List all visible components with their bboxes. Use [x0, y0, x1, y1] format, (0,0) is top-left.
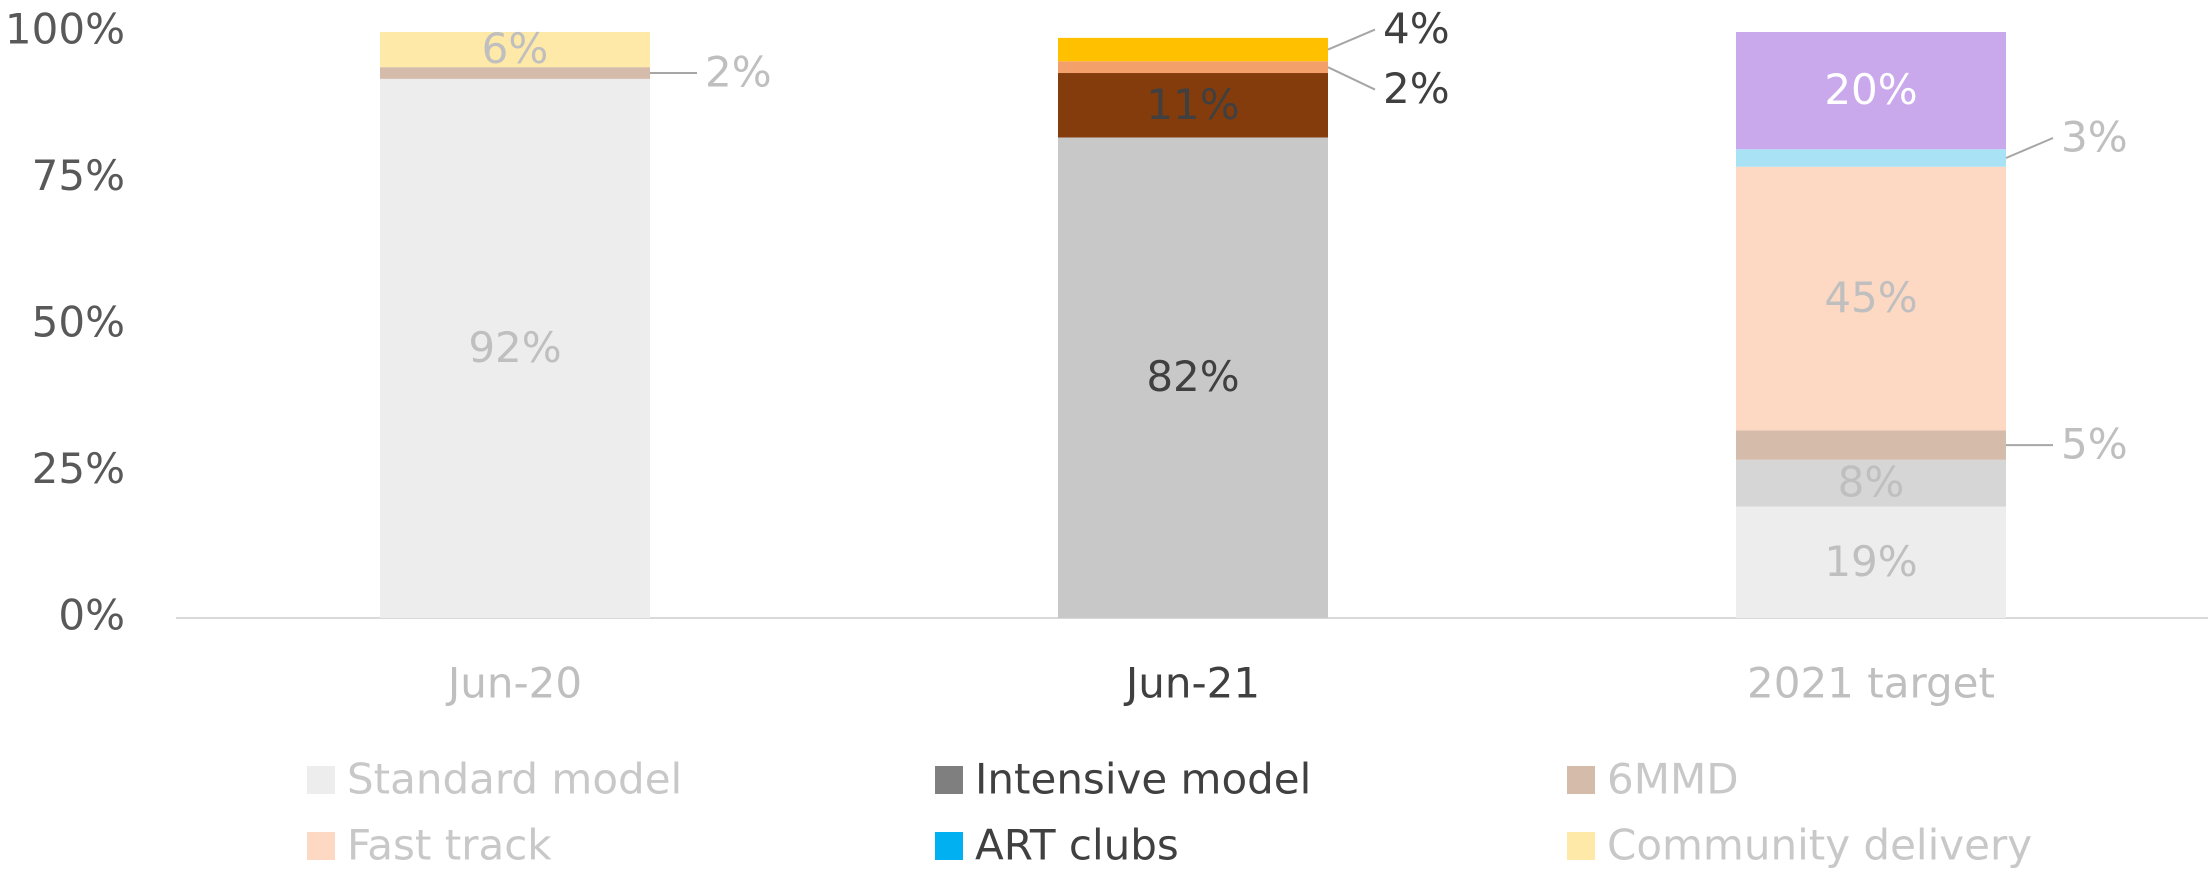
y-tick-label: 50%: [32, 298, 125, 347]
legend-swatch: [935, 766, 963, 794]
value-label: 82%: [1146, 352, 1239, 401]
value-label: 2%: [705, 48, 772, 97]
bar-segment: [380, 32, 650, 68]
bar-segment: [1058, 137, 1328, 619]
legend-swatch: [1567, 832, 1595, 860]
leader-line: [2005, 137, 2054, 159]
value-label: 20%: [1824, 65, 1917, 114]
bar-segment: [1058, 73, 1328, 138]
legend-swatch: [1567, 766, 1595, 794]
legend-swatch: [935, 832, 963, 860]
value-label: 45%: [1824, 273, 1917, 322]
legend-label: Community delivery: [1607, 821, 2032, 870]
legend-label: 6MMD: [1607, 755, 1739, 804]
legend-label: Standard model: [347, 755, 682, 804]
value-label: 5%: [2061, 420, 2128, 469]
leader-line: [1327, 28, 1376, 51]
value-label: 6%: [482, 24, 549, 73]
bar-segment: [1736, 149, 2006, 167]
bar-segment: [1058, 37, 1328, 62]
bar-segment: [1736, 459, 2006, 507]
bar-segment: [1736, 32, 2006, 150]
bar-segment: [1058, 61, 1328, 74]
value-label: 92%: [468, 323, 561, 372]
legend-swatch: [307, 766, 335, 794]
value-label: 3%: [2061, 112, 2128, 161]
value-label: 4%: [1383, 4, 1450, 53]
value-label: 19%: [1824, 537, 1917, 586]
value-label: 2%: [1383, 64, 1450, 113]
x-tick-label: Jun-20: [445, 659, 582, 708]
legend-label: Fast track: [347, 821, 552, 870]
bar-segment: [1736, 506, 2006, 618]
value-label: 11%: [1146, 80, 1239, 129]
bar-segment: [380, 67, 650, 79]
bar-segment: [380, 78, 650, 618]
legend-label: Intensive model: [975, 755, 1311, 804]
y-tick-label: 100%: [5, 5, 125, 54]
value-label: 8%: [1838, 458, 1905, 507]
bar-segment: [1736, 166, 2006, 431]
y-tick-label: 75%: [32, 151, 125, 200]
legend-swatch: [307, 832, 335, 860]
bar-segment: [1736, 430, 2006, 460]
leader-line: [1327, 66, 1376, 91]
y-tick-label: 0%: [58, 591, 125, 640]
x-tick-label: Jun-21: [1123, 659, 1260, 708]
legend-label: ART clubs: [975, 821, 1179, 870]
x-tick-label: 2021 target: [1747, 659, 1995, 708]
y-tick-label: 25%: [32, 444, 125, 493]
